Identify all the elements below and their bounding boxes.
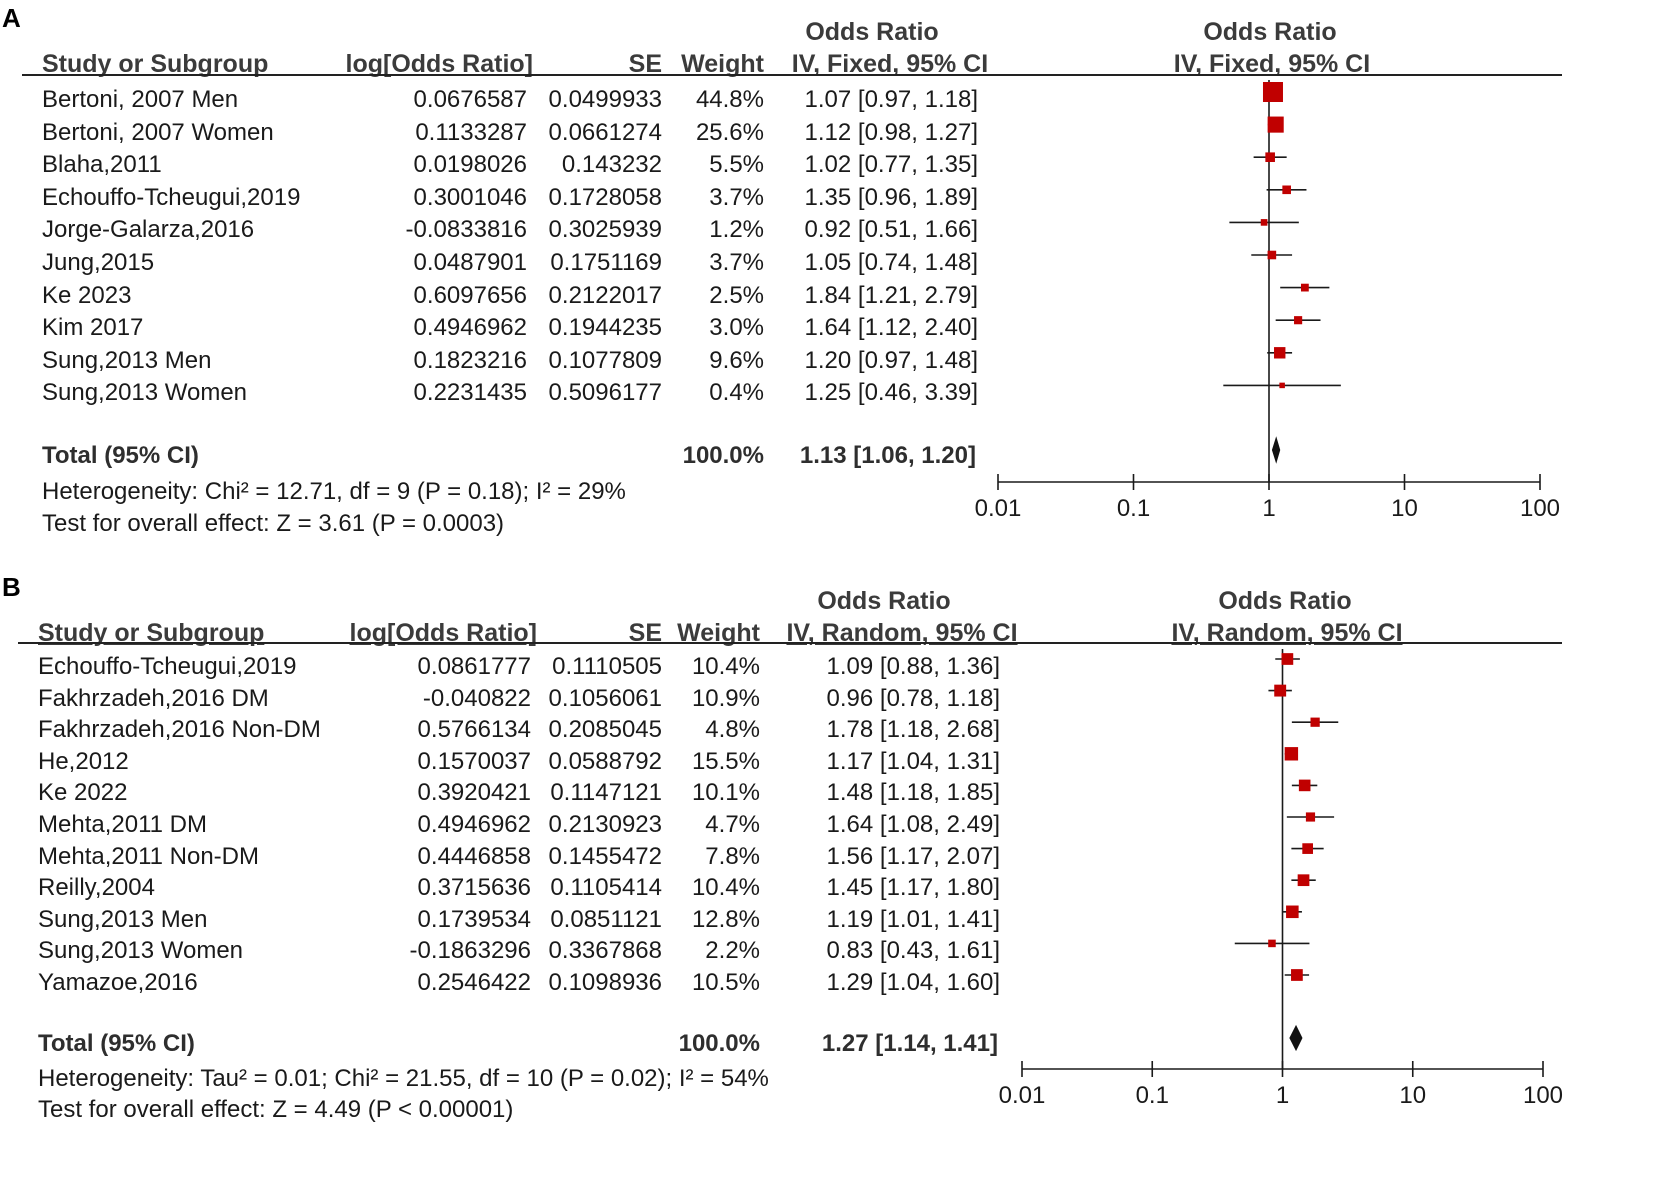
- pooled-effect-diamond: [1290, 1026, 1302, 1050]
- x-tick-label: 1: [1276, 1082, 1289, 1109]
- study-marker: [1263, 82, 1283, 102]
- x-tick-label: 100: [1520, 495, 1560, 522]
- pooled-effect-diamond: [1272, 438, 1279, 462]
- study-marker: [1268, 940, 1276, 948]
- study-marker: [1268, 117, 1284, 133]
- study-marker: [1298, 874, 1310, 886]
- forest-plot-B: 0.01 0.1 1 10 100: [0, 569, 1669, 1129]
- study-marker: [1261, 219, 1268, 226]
- study-marker: [1274, 347, 1285, 358]
- study-marker: [1299, 780, 1311, 792]
- study-marker: [1274, 685, 1286, 697]
- study-marker: [1291, 969, 1303, 981]
- study-marker: [1302, 843, 1313, 854]
- x-tick-label: 1: [1262, 495, 1275, 522]
- study-marker: [1310, 718, 1319, 727]
- study-marker: [1286, 906, 1299, 919]
- study-marker: [1306, 812, 1315, 821]
- x-tick-label: 10: [1391, 495, 1418, 522]
- study-marker: [1301, 284, 1309, 292]
- study-marker: [1268, 251, 1277, 260]
- study-marker: [1282, 186, 1291, 195]
- study-marker: [1279, 383, 1285, 389]
- study-marker: [1282, 653, 1294, 665]
- x-tick-label: 0.1: [1136, 1082, 1169, 1109]
- study-marker: [1294, 316, 1302, 324]
- study-marker: [1285, 747, 1298, 760]
- x-tick-label: 0.01: [975, 495, 1022, 522]
- x-tick-label: 0.1: [1117, 495, 1150, 522]
- forest-plot-A: 0.01 0.1 1 10 100: [0, 0, 1669, 560]
- study-marker: [1265, 152, 1275, 162]
- x-tick-label: 10: [1399, 1082, 1426, 1109]
- x-tick-label: 0.01: [999, 1082, 1046, 1109]
- x-tick-label: 100: [1523, 1082, 1563, 1109]
